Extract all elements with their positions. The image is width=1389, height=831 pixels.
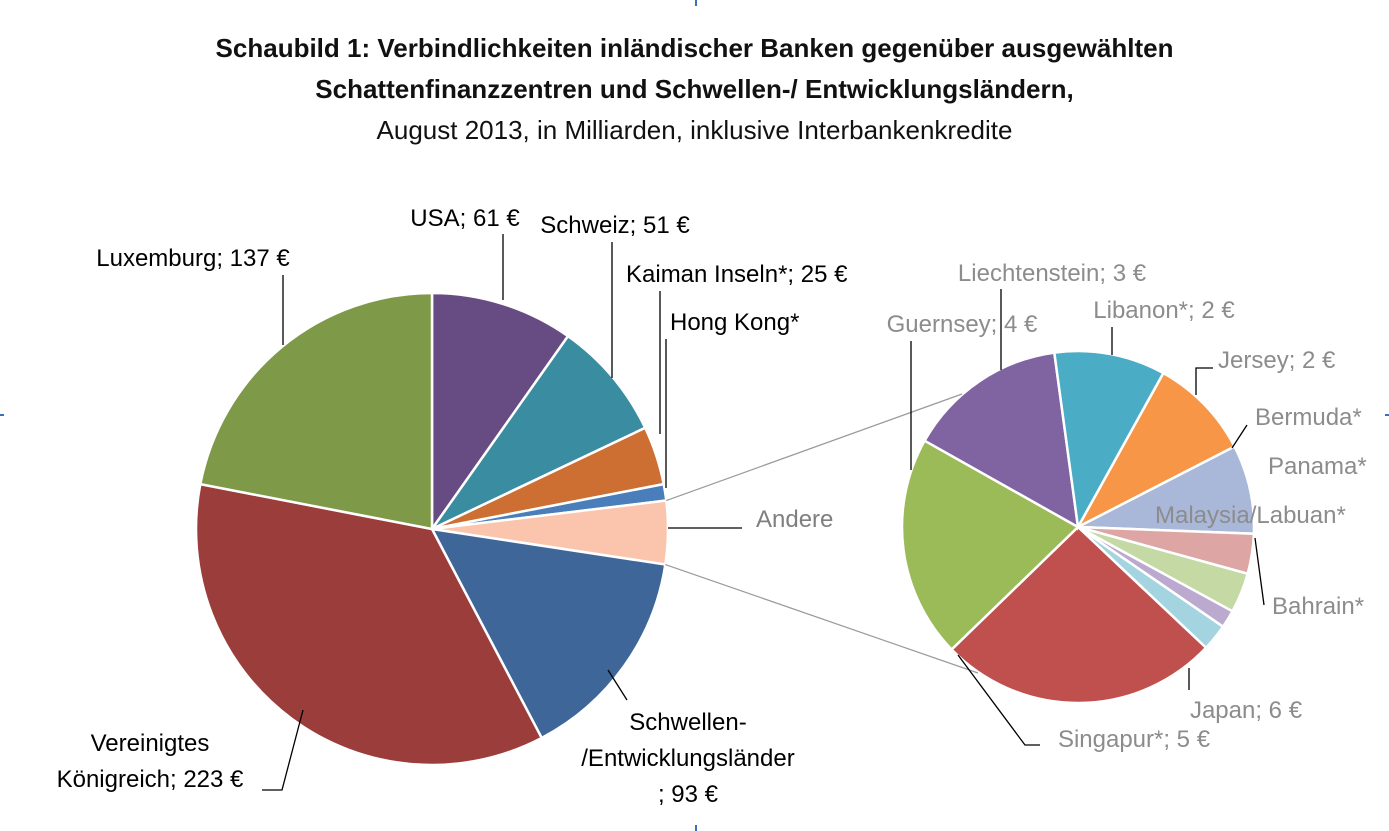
chart-title-line-1: Schaubild 1: Verbindlichkeiten inländisc… bbox=[215, 33, 1174, 63]
connector-line-bottom bbox=[665, 563, 979, 674]
secondary-label-panama: Panama* bbox=[1268, 453, 1367, 480]
chart-title-block: Schaubild 1: Verbindlichkeiten inländisc… bbox=[0, 28, 1389, 151]
secondary-slice-libanon bbox=[1074, 371, 1237, 530]
secondary-label-japan: Japan; 6 € bbox=[1190, 697, 1303, 724]
main-label-uk: Vereinigtes Königreich; 223 € bbox=[57, 730, 244, 793]
secondary-label-libanon: Libanon*; 2 € bbox=[1093, 297, 1235, 324]
secondary-leader-singapur bbox=[957, 654, 1040, 746]
secondary-label-bahrain: Bahrain* bbox=[1272, 593, 1364, 620]
secondary-slice-guernsey bbox=[922, 351, 1080, 530]
chart-subtitle: August 2013, in Milliarden, inklusive In… bbox=[376, 115, 1013, 145]
secondary-label-malaysia: Malaysia/Labuan* bbox=[1155, 502, 1346, 529]
secondary-slice-liechtenstein bbox=[1052, 349, 1166, 531]
main-slice-uk bbox=[194, 482, 544, 767]
secondary-label-guernsey: Guernsey; 4 € bbox=[887, 311, 1038, 338]
secondary-leader-bermuda bbox=[1231, 424, 1248, 449]
secondary-label-singapur: Singapur*; 5 € bbox=[1058, 726, 1211, 753]
chart-title-line-2: Schattenfinanzzentren und Schwellen-/ En… bbox=[315, 74, 1074, 104]
main-slice-schwellen bbox=[429, 527, 667, 740]
main-label-usa: USA; 61 € bbox=[410, 205, 520, 232]
main-label-hongkong: Hong Kong* bbox=[670, 309, 799, 336]
secondary-leader-bahrain bbox=[1254, 537, 1265, 606]
main-label-schweiz: Schweiz; 51 € bbox=[540, 212, 690, 239]
secondary-slice-japan bbox=[949, 525, 1208, 705]
main-label-andere: Andere bbox=[756, 506, 833, 533]
main-label-kaiman: Kaiman Inseln*; 25 € bbox=[626, 261, 848, 288]
main-label-schwellen: Schwellen-/Entwicklungsländer; 93 € bbox=[581, 709, 794, 808]
main-slice-usa bbox=[430, 291, 570, 533]
secondary-label-jersey: Jersey; 2 € bbox=[1218, 347, 1336, 374]
secondary-label-liechtenstein: Liechtenstein; 3 € bbox=[958, 260, 1147, 287]
secondary-slice-jersey bbox=[1073, 444, 1256, 536]
main-label-lux: Luxemburg; 137 € bbox=[96, 245, 290, 272]
secondary-leader-jersey bbox=[1195, 367, 1213, 395]
main-leader-schwellen bbox=[607, 669, 628, 701]
secondary-label-bermuda: Bermuda* bbox=[1255, 404, 1362, 431]
main-leader-uk bbox=[262, 709, 304, 791]
secondary-slice-singapur bbox=[900, 438, 1081, 652]
main-slice-lux bbox=[198, 291, 434, 531]
connector-line-top bbox=[666, 393, 963, 502]
